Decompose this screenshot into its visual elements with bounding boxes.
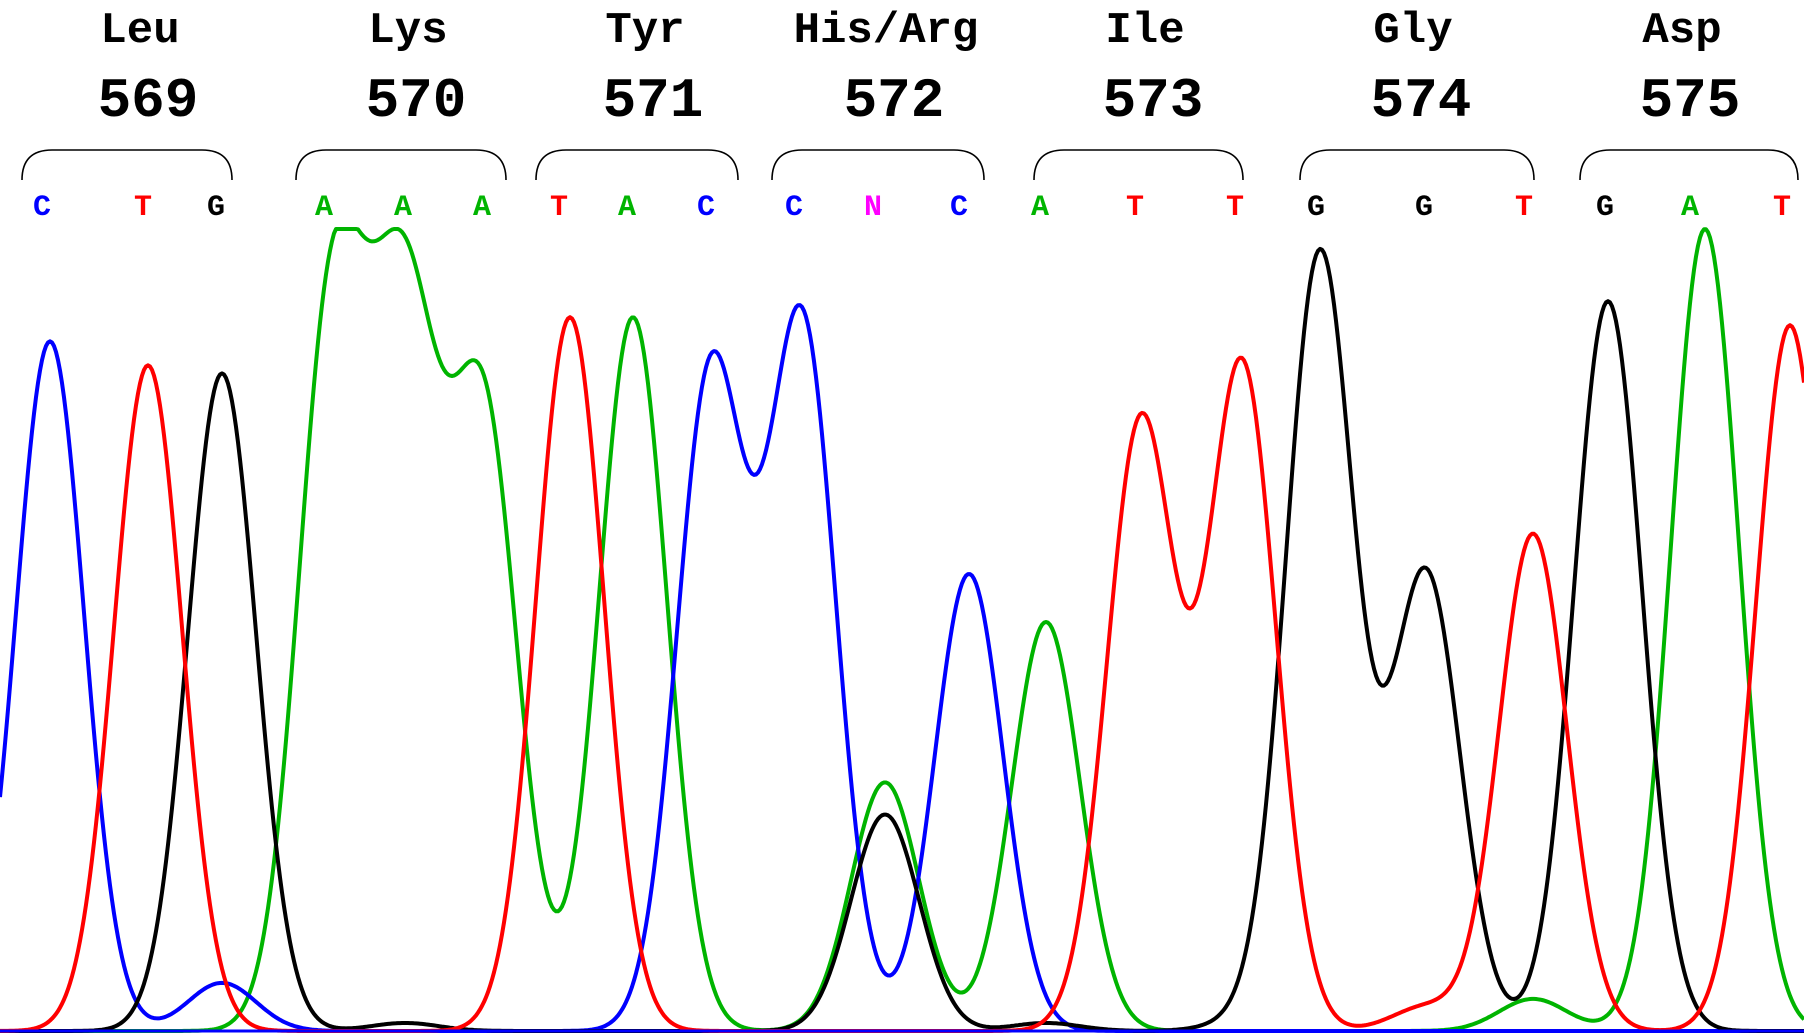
base-call-t: T xyxy=(550,191,568,225)
base-call-g: G xyxy=(207,191,225,225)
amino-acid-label: Tyr xyxy=(605,6,684,56)
codon-bracket xyxy=(295,149,507,181)
codon-bracket xyxy=(1033,149,1244,181)
base-call-g: G xyxy=(1307,191,1325,225)
trace-c xyxy=(0,303,1804,1033)
base-call-c: C xyxy=(950,191,968,225)
base-call-n: N xyxy=(864,191,882,225)
codon-bracket xyxy=(21,149,233,181)
base-call-g: G xyxy=(1415,191,1433,225)
base-call-t: T xyxy=(1773,191,1791,225)
codon-bracket xyxy=(1299,149,1535,181)
base-call-t: T xyxy=(1126,191,1144,225)
trace-t xyxy=(0,315,1804,1033)
amino-acid-label: Leu xyxy=(100,6,179,56)
base-call-a: A xyxy=(473,191,491,225)
codon-labels: Leu 569 Lys 570 Tyr 571 His/Arg 572 Ile 573 Gly 574… xyxy=(98,6,1741,133)
codon-position-label: 574 xyxy=(1371,69,1472,133)
amino-acid-label: His/Arg xyxy=(794,6,979,56)
codon-brackets xyxy=(21,149,1799,181)
base-call-a: A xyxy=(618,191,636,225)
amino-acid-label: Ile xyxy=(1105,6,1184,56)
codon-bracket xyxy=(1579,149,1799,181)
amino-acid-label: Lys xyxy=(368,6,447,56)
amino-acid-label: Asp xyxy=(1642,6,1721,56)
base-call-a: A xyxy=(394,191,412,225)
base-call-a: A xyxy=(1031,191,1049,225)
trace-a xyxy=(0,227,1804,1033)
base-call-g: G xyxy=(1596,191,1614,225)
codon-position-label: 570 xyxy=(366,69,467,133)
base-call-c: C xyxy=(33,191,51,225)
amino-acid-label: Gly xyxy=(1373,6,1452,56)
codon-bracket xyxy=(535,149,739,181)
codon-position-label: 573 xyxy=(1103,69,1204,133)
base-call-c: C xyxy=(785,191,803,225)
trace-g xyxy=(0,246,1804,1033)
codon-position-label: 575 xyxy=(1640,69,1741,133)
base-call-t: T xyxy=(1226,191,1244,225)
codon-position-label: 569 xyxy=(98,69,199,133)
base-call-a: A xyxy=(315,191,333,225)
codon-bracket xyxy=(771,149,985,181)
base-call-c: C xyxy=(697,191,715,225)
base-call-a: A xyxy=(1681,191,1699,225)
codon-position-label: 571 xyxy=(603,69,704,133)
base-call-t: T xyxy=(1515,191,1533,225)
base-call-t: T xyxy=(134,191,152,225)
chromatogram-traces xyxy=(0,227,1804,1033)
codon-position-label: 572 xyxy=(844,69,945,133)
